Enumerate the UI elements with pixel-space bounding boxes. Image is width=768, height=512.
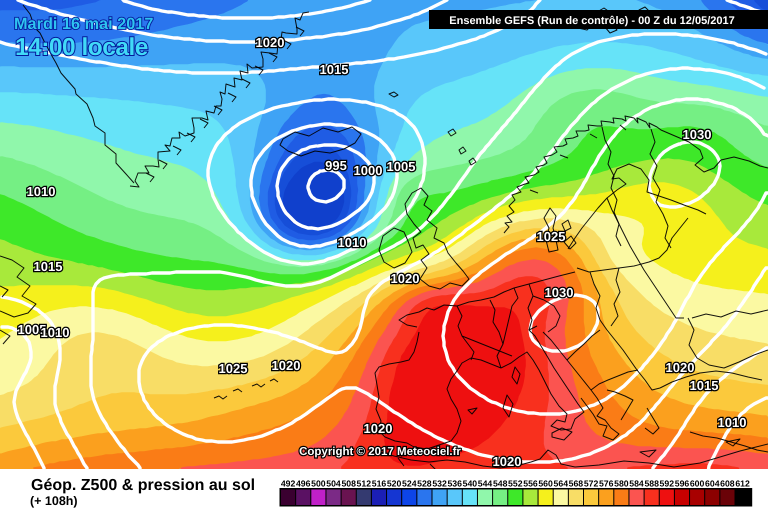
- svg-text:600: 600: [690, 479, 705, 489]
- svg-text:1010: 1010: [27, 184, 56, 199]
- svg-text:572: 572: [584, 479, 599, 489]
- svg-text:564: 564: [554, 479, 569, 489]
- svg-text:1030: 1030: [683, 127, 712, 142]
- svg-text:532: 532: [432, 479, 447, 489]
- svg-text:520: 520: [387, 479, 402, 489]
- svg-text:560: 560: [538, 479, 553, 489]
- svg-text:540: 540: [463, 479, 478, 489]
- svg-text:1015: 1015: [690, 378, 719, 393]
- svg-text:Copyright © 2017 Meteociel.fr: Copyright © 2017 Meteociel.fr: [299, 446, 461, 458]
- svg-text:604: 604: [705, 479, 720, 489]
- svg-text:1020: 1020: [493, 454, 522, 469]
- svg-text:504: 504: [326, 479, 341, 489]
- svg-text:552: 552: [508, 479, 523, 489]
- svg-text:Géop. Z500 & pression au sol: Géop. Z500 & pression au sol: [31, 477, 255, 494]
- svg-text:580: 580: [614, 479, 629, 489]
- svg-text:1010: 1010: [338, 235, 367, 250]
- svg-text:524: 524: [402, 479, 417, 489]
- svg-text:Mardi 16 mai 2017: Mardi 16 mai 2017: [14, 15, 153, 33]
- svg-text:1020: 1020: [666, 360, 695, 375]
- svg-text:1020: 1020: [256, 35, 285, 50]
- svg-text:1025: 1025: [219, 361, 248, 376]
- svg-text:1005: 1005: [18, 322, 47, 337]
- svg-text:556: 556: [523, 479, 538, 489]
- svg-text:512: 512: [357, 479, 372, 489]
- svg-text:592: 592: [660, 479, 675, 489]
- svg-text:544: 544: [478, 479, 493, 489]
- svg-text:1025: 1025: [537, 229, 566, 244]
- svg-text:516: 516: [372, 479, 387, 489]
- svg-text:1010: 1010: [41, 325, 70, 340]
- svg-text:608: 608: [720, 479, 735, 489]
- svg-text:1020: 1020: [272, 358, 301, 373]
- svg-text:995: 995: [325, 158, 347, 173]
- svg-text:1020: 1020: [391, 271, 420, 286]
- svg-text:14:00 locale: 14:00 locale: [15, 34, 148, 61]
- svg-text:1015: 1015: [34, 259, 63, 274]
- svg-text:584: 584: [629, 479, 644, 489]
- svg-text:1000: 1000: [354, 163, 383, 178]
- svg-text:508: 508: [341, 479, 356, 489]
- svg-text:1010: 1010: [718, 415, 747, 430]
- svg-text:576: 576: [599, 479, 614, 489]
- svg-text:1015: 1015: [320, 62, 349, 77]
- svg-text:1020: 1020: [364, 421, 393, 436]
- svg-text:548: 548: [493, 479, 508, 489]
- svg-text:588: 588: [644, 479, 659, 489]
- svg-text:Ensemble GEFS (Run de contrôl: Ensemble GEFS (Run de contrôle) - 00 Z d…: [449, 15, 734, 27]
- svg-text:(+ 108h): (+ 108h): [30, 494, 78, 508]
- svg-text:568: 568: [569, 479, 584, 489]
- svg-text:528: 528: [417, 479, 432, 489]
- svg-text:500: 500: [311, 479, 326, 489]
- svg-text:596: 596: [675, 479, 690, 489]
- svg-text:612: 612: [735, 479, 750, 489]
- svg-text:536: 536: [447, 479, 462, 489]
- svg-text:496: 496: [296, 479, 311, 489]
- svg-text:1030: 1030: [545, 285, 574, 300]
- svg-text:492: 492: [281, 479, 296, 489]
- svg-text:1005: 1005: [387, 159, 416, 174]
